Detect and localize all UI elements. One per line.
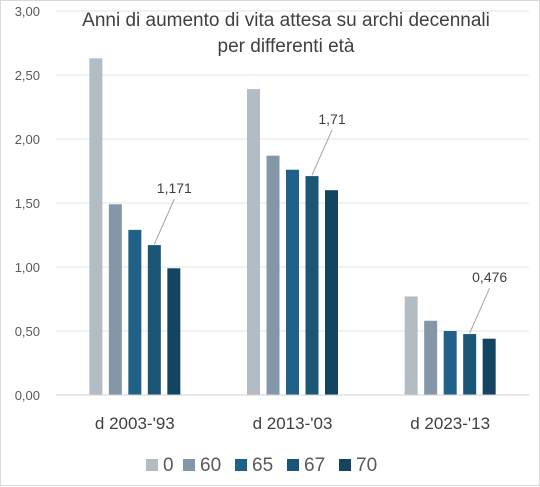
legend-label: 60 [200, 455, 221, 476]
legend-label: 67 [304, 455, 325, 476]
bar [404, 296, 418, 395]
bar [325, 190, 338, 395]
data-label: 1,71 [318, 111, 345, 127]
legend-swatch [235, 459, 247, 471]
y-tick-label: 0,50 [15, 324, 40, 339]
data-label: 1,171 [157, 180, 192, 196]
x-tick-label: d 2023-'13 [410, 414, 490, 433]
bar [266, 155, 280, 395]
leader-line [153, 198, 175, 245]
data-labels: 1,171 1,71 0,476 [153, 111, 507, 334]
x-tick-label: d 2003-'93 [95, 414, 175, 433]
legend-swatch [183, 459, 195, 471]
legend-label: 65 [252, 455, 273, 476]
bar [247, 89, 260, 395]
legend-swatch [339, 459, 351, 471]
legend: 0 60 65 67 70 [146, 455, 377, 476]
bar [108, 204, 122, 395]
y-tick-label: 0,00 [15, 388, 40, 403]
bar [147, 245, 161, 395]
bar [463, 334, 477, 395]
bar [167, 268, 181, 395]
bar [482, 338, 496, 395]
y-axis-tick-labels: 0,00 0,50 1,00 1,50 2,00 2,50 3,00 [15, 4, 40, 403]
bar [89, 58, 103, 396]
y-tick-label: 3,00 [15, 4, 40, 19]
bar [305, 176, 319, 395]
x-tick-label: d 2013-'03 [253, 414, 333, 433]
bar [443, 331, 457, 395]
chart-title: Anni di aumento di vita attesa su archi … [82, 10, 490, 57]
y-tick-label: 1,50 [15, 196, 40, 211]
legend-swatch [287, 459, 299, 471]
x-axis: d 2003-'93 d 2013-'03 d 2023-'13 [56, 394, 529, 433]
legend-swatch [146, 459, 158, 471]
chart-title-line-2: per differenti età [218, 36, 355, 57]
leader-line [469, 287, 491, 334]
y-tick-label: 1,00 [15, 260, 40, 275]
chart-title-line-1: Anni di aumento di vita attesa su archi … [82, 10, 490, 31]
y-tick-label: 2,50 [15, 68, 40, 83]
y-tick-label: 2,00 [15, 132, 40, 147]
bar [424, 320, 438, 395]
bar [128, 229, 142, 395]
bars [89, 58, 496, 396]
bar [286, 169, 299, 395]
data-label: 0,476 [472, 269, 507, 285]
legend-label: 70 [356, 455, 377, 476]
leader-line [311, 129, 333, 176]
legend-label: 0 [163, 455, 174, 476]
